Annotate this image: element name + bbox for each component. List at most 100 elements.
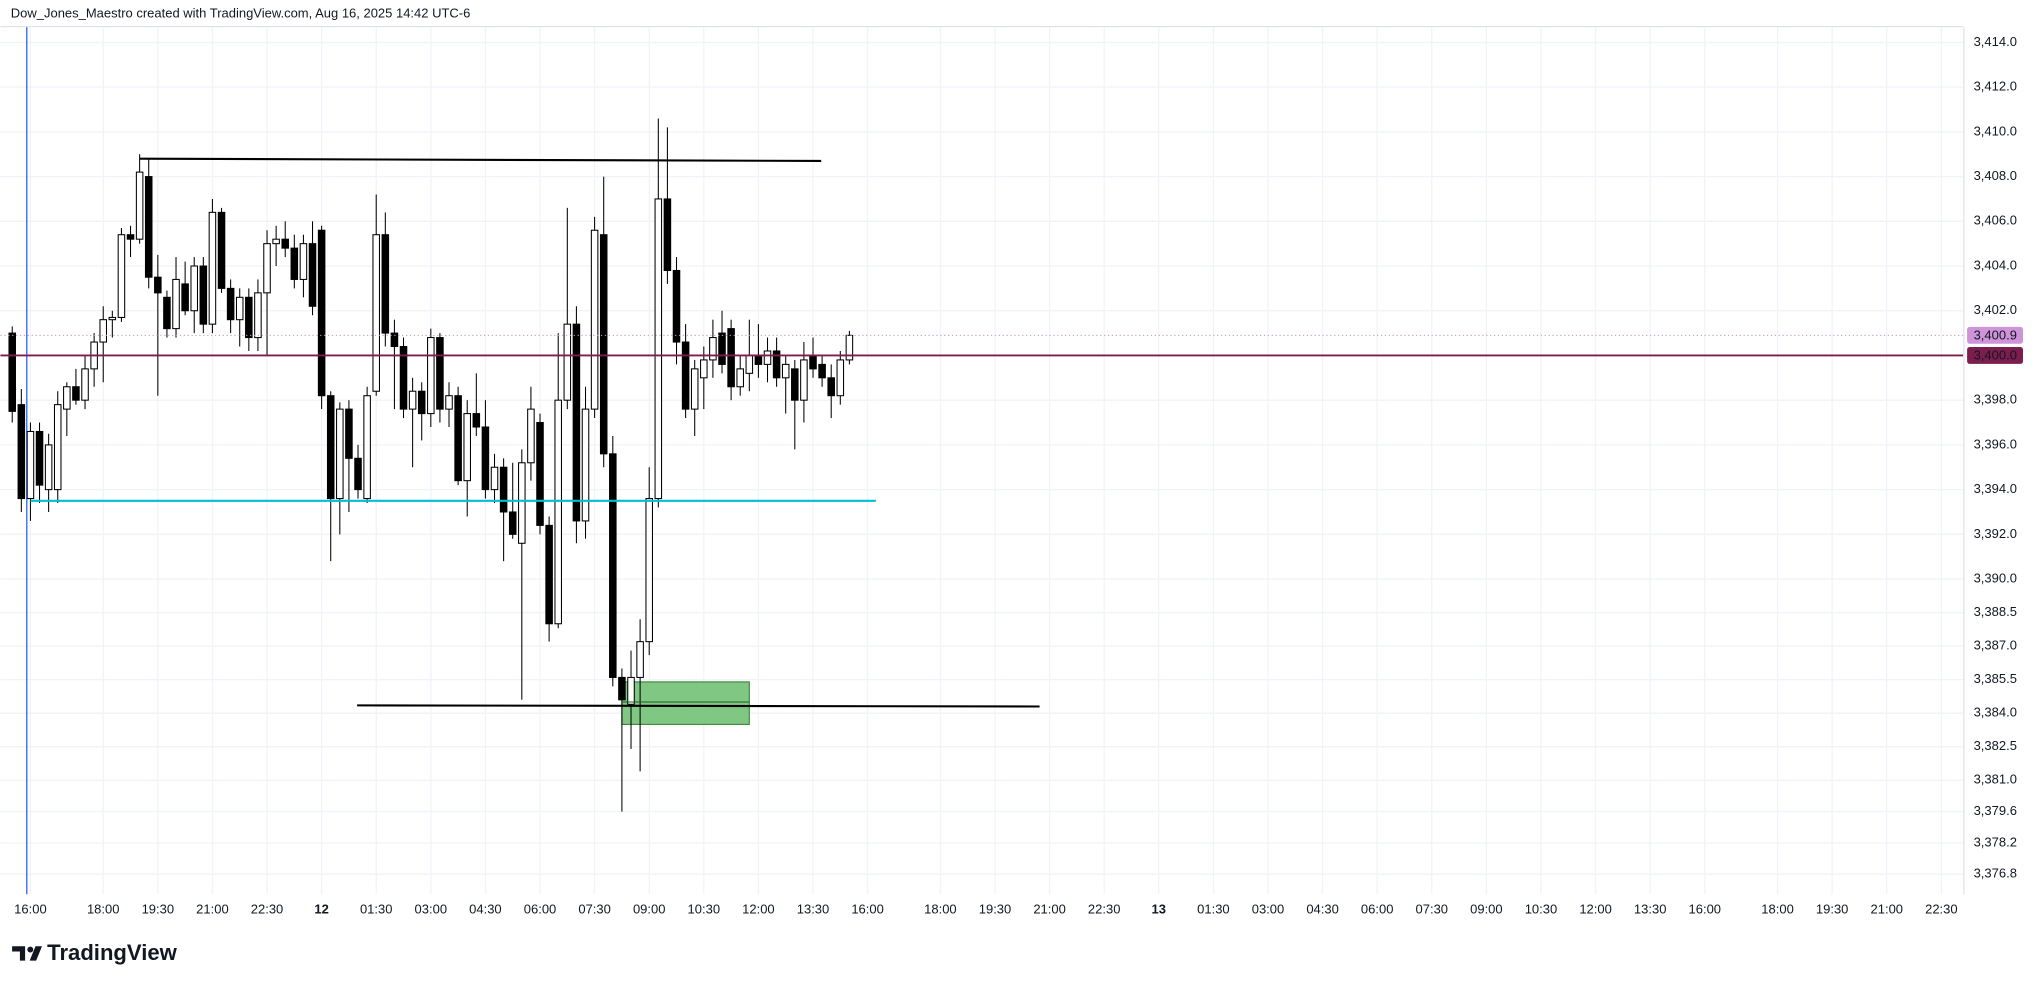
y-tick-label: 3,396.0 [1974,436,2017,451]
trend-line [357,704,1040,708]
candle-body [727,328,735,388]
candle-body [499,466,508,513]
logo-icon [29,946,42,961]
candle-body [72,386,80,401]
candle-body [308,243,317,307]
logo-icon [12,946,26,961]
x-tick-label: 07:30 [578,901,611,916]
y-tick-label: 3,387.0 [1974,638,2017,653]
candle-body [463,413,471,482]
y-tick-label: 3,390.0 [1974,570,2017,585]
candle-body [508,511,517,535]
candle-body [35,430,44,486]
candle-body [572,323,581,522]
price-label: 3,400.0 [1974,348,2017,363]
x-tick-label: 21:00 [1033,901,1066,916]
candle-body [281,238,289,249]
y-tick-label: 3,385.5 [1974,671,2017,686]
candle-body [754,354,763,365]
candle-body [272,238,280,245]
candle-body [618,676,626,701]
candle-body [481,426,490,491]
y-tick-label: 3,404.0 [1974,257,2017,272]
candle-body [126,234,135,240]
candle-body [172,278,180,330]
candle-body [645,498,653,643]
candle-body [190,265,198,312]
x-tick-label: 07:30 [1416,901,1449,916]
candle-body [108,316,117,321]
x-tick-label: 13:30 [1634,901,1667,916]
x-tick-label: 10:30 [1525,901,1558,916]
x-tick-label: 09:00 [1470,901,1503,916]
candle-body [427,337,435,415]
candle-body [836,359,845,397]
x-tick-label: 12:00 [1579,901,1612,916]
candle-body [299,243,308,280]
candle-body [81,368,89,401]
candle-body [235,296,244,321]
x-tick-label: 16:00 [14,901,47,916]
candle-body [590,229,599,410]
candle-body [181,283,189,312]
x-tick-label: 22:30 [1925,901,1958,916]
x-tick-label: 06:00 [1361,901,1394,916]
candle-body [800,359,808,401]
candle-body [326,395,335,500]
logo-icon [27,946,34,953]
y-tick-label: 3,381.0 [1974,772,2017,787]
candle-body [518,462,526,544]
candle-body [336,408,344,500]
x-tick-label: 19:30 [1816,901,1849,916]
y-tick-label: 3,406.0 [1974,213,2017,228]
y-tick-label: 3,388.5 [1974,604,2017,619]
candle-body [609,453,617,678]
candle-body [563,323,572,401]
candle-body [290,247,299,280]
candle-body [545,524,553,625]
y-tick-label: 3,414.0 [1974,34,2017,49]
candle-body [672,269,681,343]
y-tick-label: 3,392.0 [1974,526,2017,541]
x-tick-label: 09:00 [633,901,666,916]
axis-labels: 3,414.0 3,412.0 3,410.0 3,408.0 3,406.0 3,404… [14,34,2023,916]
chart-title: Dow_Jones_Maestro created with TradingVi… [11,6,471,21]
candle-body [536,422,544,526]
candle-body [827,377,835,397]
x-tick-label: 03:00 [415,901,448,916]
logo-text: TradingView [47,940,177,965]
x-tick-label: 16:00 [851,901,884,916]
y-tick-label: 3,408.0 [1974,168,2017,183]
candle-body [208,211,217,325]
candle-body [654,198,663,500]
candle-body [263,243,271,294]
x-tick-label: 12 [314,901,328,916]
y-tick-label: 3,376.8 [1974,866,2017,881]
candle-body [690,368,699,410]
x-tick-label: 06:00 [524,901,557,916]
x-tick-label: 10:30 [688,901,721,916]
candle-body [8,332,17,412]
x-tick-label: 19:30 [142,901,175,916]
y-tick-label: 3,379.6 [1974,803,2017,818]
candle-body [53,404,62,491]
candle-body [381,234,390,334]
y-tick-label: 3,398.0 [1974,392,2017,407]
candle-body [254,292,262,339]
candle-body [663,198,672,272]
x-tick-label: 18:00 [87,901,120,916]
candle-body [390,332,399,348]
candle-body [63,386,71,410]
x-tick-label: 22:30 [251,901,284,916]
price-label: 3,400.9 [1974,327,2017,342]
x-tick-label: 04:30 [1306,901,1338,916]
price-label-box [1967,347,2023,364]
candle-body [354,457,362,491]
x-tick-label: 01:30 [360,901,393,916]
x-tick-label: 16:00 [1689,901,1722,916]
candle-body [417,390,426,415]
candle-body [135,171,144,240]
